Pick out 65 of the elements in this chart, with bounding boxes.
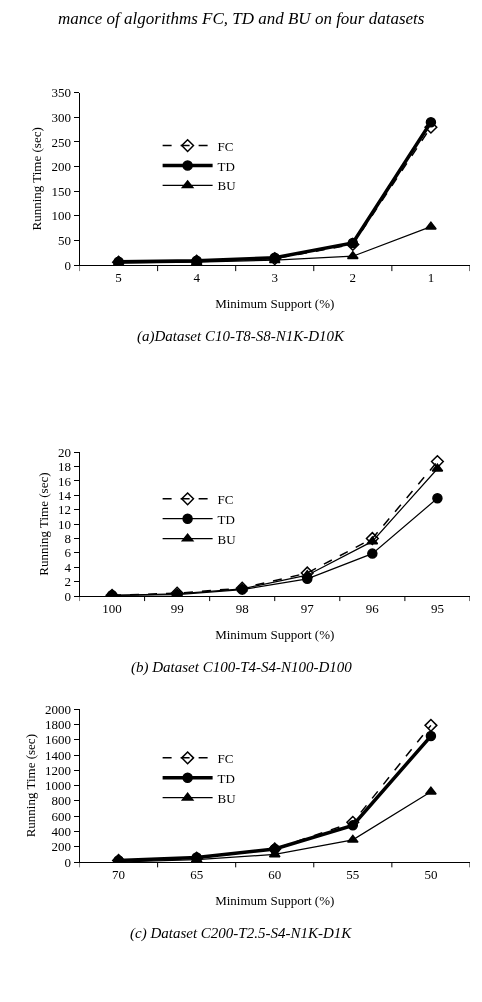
legend-label: FC	[217, 750, 234, 766]
text: (c) Dataset C200-T2.5-S4-N1K-D1K	[130, 925, 353, 942]
y-tick-label: 0	[64, 588, 71, 604]
text: (a)Dataset C10-T8-S8-N1K-D10K	[137, 328, 346, 345]
x-axis-title: Minimum Support (%)	[215, 893, 335, 909]
x-tick-label: 1	[427, 269, 435, 285]
y-tick-label: 4	[64, 559, 72, 575]
y-tick-label: 1600	[44, 732, 71, 748]
y-tick-label: 600	[51, 808, 71, 824]
legend-label: TD	[217, 158, 235, 174]
x-tick-label: 70	[112, 866, 126, 882]
y-axis-title: Running Time (sec)	[35, 472, 51, 576]
legend-label: FC	[217, 491, 234, 507]
x-tick-label: 55	[346, 866, 360, 882]
x-tick-label: 96	[365, 600, 380, 616]
x-tick-label: 97	[300, 600, 315, 616]
y-tick-label: 2	[64, 574, 71, 590]
y-tick-label: 200	[51, 839, 71, 855]
y-tick-label: 50	[57, 233, 71, 248]
x-tick-label: 2	[349, 269, 357, 285]
y-tick-label: 1200	[44, 762, 71, 778]
y-tick-label: 20	[57, 444, 71, 460]
legend-label: BU	[217, 790, 237, 806]
y-tick-label: 18	[57, 459, 71, 475]
x-tick-label: 100	[102, 600, 122, 616]
legend-label: FC	[217, 138, 234, 154]
x-axis-title: Minimum Support (%)	[215, 296, 335, 312]
x-tick-label: 5	[115, 269, 122, 285]
y-axis-title: Running Time (sec)	[29, 127, 45, 231]
legend-label: BU	[217, 531, 237, 547]
y-tick-label: 6	[64, 545, 72, 561]
y-axis-title: Running Time (sec)	[22, 734, 38, 838]
y-tick-label: 10	[57, 516, 71, 532]
x-tick-label: 50	[424, 866, 438, 882]
y-tick-label: 0	[64, 257, 71, 273]
y-tick-label: 100	[51, 208, 71, 224]
text: (b) Dataset C100-T4-S4-N100-D100	[131, 659, 353, 676]
y-tick-label: 1800	[44, 717, 71, 733]
y-tick-label: 12	[57, 502, 71, 518]
x-tick-label: 4	[193, 269, 201, 285]
x-tick-label: 65	[190, 866, 204, 882]
x-tick-label: 95	[430, 600, 444, 616]
y-tick-label: 14	[57, 487, 72, 503]
x-tick-label: 99	[170, 600, 184, 616]
y-tick-label: 16	[57, 473, 72, 489]
y-tick-label: 0	[64, 854, 71, 870]
chart-title: mance of algorithms FC, TD and BU on four datasets	[58, 9, 425, 28]
y-tick-label: 800	[51, 793, 71, 809]
legend-label: TD	[217, 511, 235, 527]
legend-label: BU	[217, 178, 237, 194]
y-tick-label: 150	[51, 183, 71, 199]
y-tick-label: 8	[64, 531, 71, 547]
x-tick-label: 98	[235, 600, 249, 616]
legend-label: TD	[217, 770, 235, 786]
y-tick-label: 2000	[44, 701, 71, 717]
y-tick-label: 300	[51, 109, 71, 125]
y-tick-label: 1000	[44, 778, 71, 794]
y-tick-label: 350	[51, 85, 71, 101]
x-tick-label: 3	[271, 269, 278, 285]
y-tick-label: 200	[51, 159, 71, 175]
y-tick-label: 400	[51, 824, 71, 840]
y-tick-label: 1400	[44, 747, 71, 763]
x-axis-title: Minimum Support (%)	[215, 627, 335, 643]
y-tick-label: 250	[51, 134, 71, 150]
x-tick-label: 60	[268, 866, 282, 882]
